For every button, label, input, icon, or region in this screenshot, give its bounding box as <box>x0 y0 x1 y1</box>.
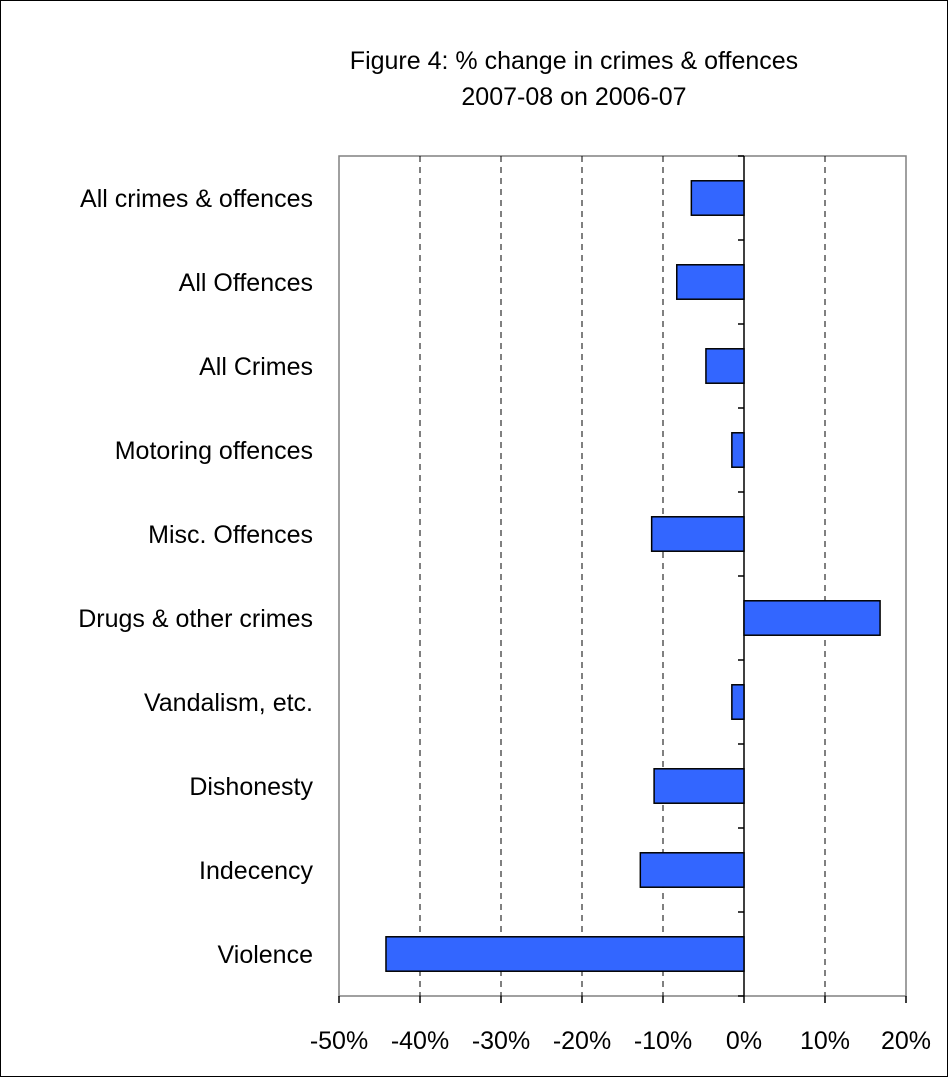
bars <box>385 180 881 972</box>
category-label: All crimes & offences <box>80 185 313 213</box>
category-label: Misc. Offences <box>148 521 313 549</box>
bar <box>705 348 745 384</box>
gridlines <box>419 156 826 996</box>
category-label: Indecency <box>199 857 313 885</box>
category-label: All Offences <box>179 269 313 297</box>
x-tick-label: -50% <box>310 1027 368 1055</box>
x-tick-label: 10% <box>800 1027 850 1055</box>
bar <box>676 264 745 300</box>
chart-title: Figure 4: % change in crimes & offences … <box>350 47 798 111</box>
category-label: Motoring offences <box>115 437 313 465</box>
category-label: Drugs & other crimes <box>78 605 313 633</box>
x-tick-label: -10% <box>634 1027 692 1055</box>
category-label: Dishonesty <box>189 773 313 801</box>
bar <box>650 516 745 552</box>
bar <box>731 684 745 720</box>
bar <box>731 432 745 468</box>
x-tick-label: 0% <box>726 1027 762 1055</box>
x-tick-label: -40% <box>391 1027 449 1055</box>
bar <box>639 852 745 888</box>
chart-title-line-2: 2007-08 on 2006-07 <box>461 83 686 111</box>
x-tick-label: -20% <box>553 1027 611 1055</box>
category-label: All Crimes <box>199 353 313 381</box>
x-axis: -50% -40% -30% -20% -10% 0% 10% 20% <box>310 996 931 1055</box>
category-labels: All crimes & offences All Offences All Cri… <box>78 185 313 969</box>
x-tick-label: 20% <box>881 1027 931 1055</box>
x-tick-label: -30% <box>472 1027 530 1055</box>
category-label: Vandalism, etc. <box>144 689 313 717</box>
bar <box>690 180 745 216</box>
chart-title-line-1: Figure 4: % change in crimes & offences <box>350 47 798 75</box>
bar <box>385 936 745 972</box>
category-label: Violence <box>218 941 313 969</box>
plot-area <box>338 155 907 997</box>
bar <box>743 600 881 636</box>
bar <box>653 768 745 804</box>
